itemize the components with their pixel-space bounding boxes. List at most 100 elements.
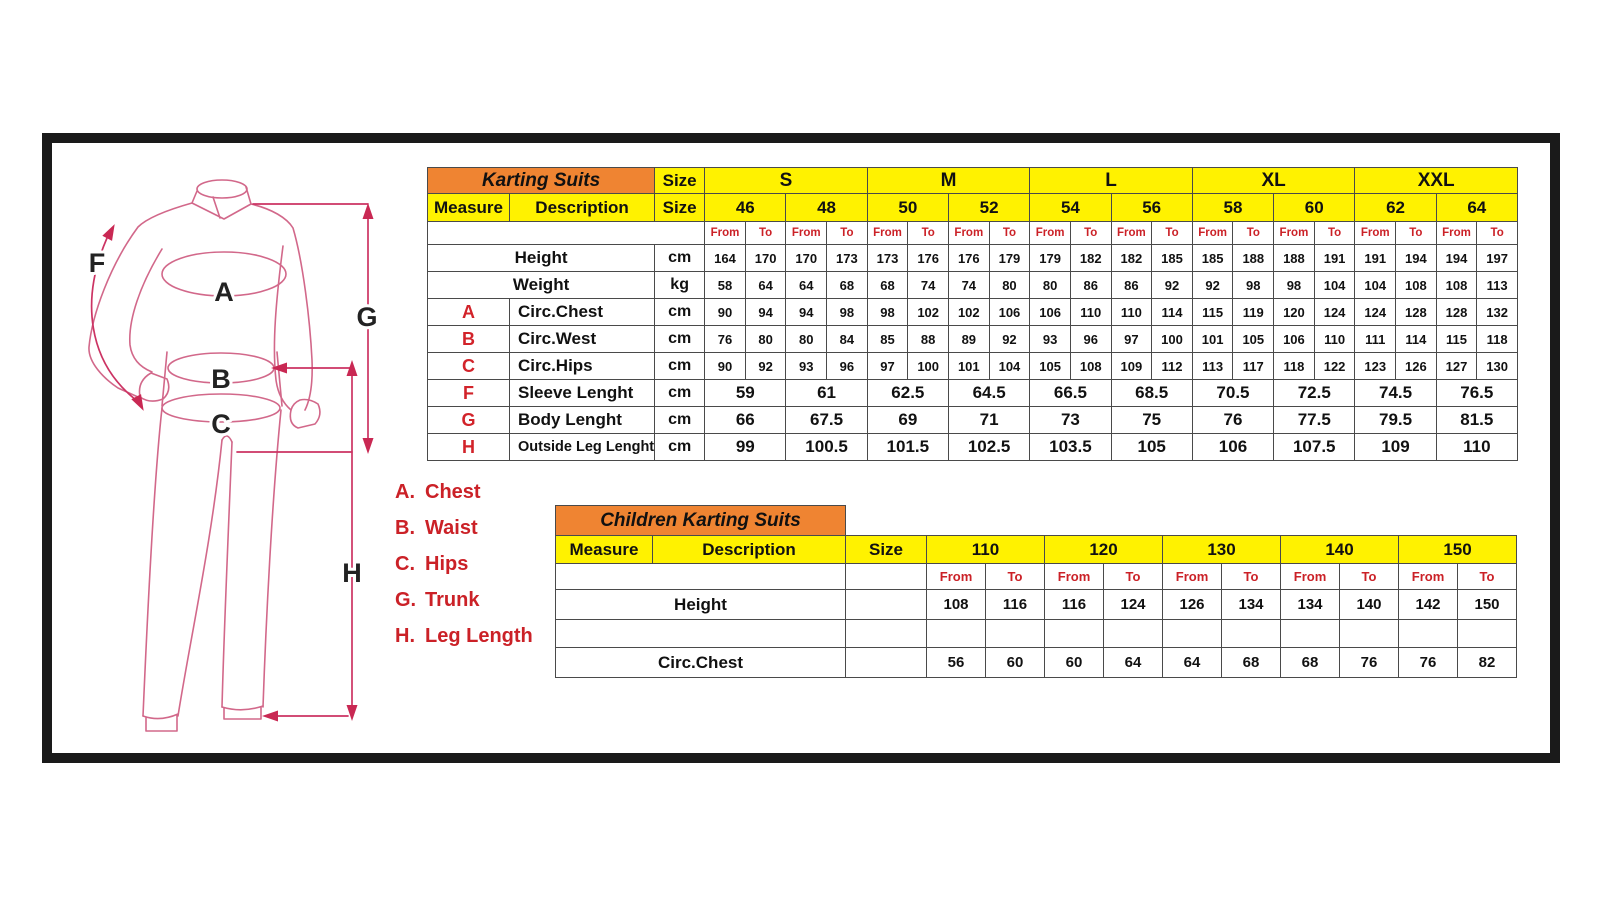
right-arm-outer [250, 203, 313, 411]
table-row: Height cm 164 170 170 173 173 176 176 179 179 182 18… [426, 244, 1518, 272]
value-cell: 62.5 [866, 379, 949, 407]
from-header: From [866, 221, 909, 245]
value-cell: 102 [907, 298, 949, 326]
table-row: G Body Lenght cm 66 67.5 69 71 73 75 76 77.5 79.5 81… [427, 406, 1518, 434]
size-row-label: Size [654, 167, 706, 194]
right-leg-inner [221, 441, 233, 708]
from-header: From [1162, 563, 1222, 590]
value-cell: 61 [785, 379, 868, 407]
table-row: Weight kg 58 64 64 68 68 74 74 80 80 86 86 92 92 98 98 10… [426, 271, 1518, 299]
from-header: From [1354, 221, 1397, 245]
to-header: To [1221, 563, 1281, 590]
value-cell: 123 [1354, 352, 1397, 380]
value-cell: 108 [926, 589, 986, 620]
value-cell: 77.5 [1273, 406, 1356, 434]
table-row: Circ.Chest 56 60 60 64 64 68 68 76 76 82 [555, 647, 1517, 678]
size-number-header: 54 [1029, 193, 1112, 222]
value-cell: 93 [785, 352, 828, 380]
label-sleeve: F [89, 248, 106, 278]
legend-key: C. [395, 553, 415, 575]
legend-key: A. [395, 481, 415, 503]
right-arm-inner [273, 245, 292, 411]
value-cell: 80 [1029, 271, 1071, 299]
value-cell: 79.5 [1354, 406, 1437, 434]
value-cell: 103.5 [1029, 433, 1112, 461]
karting-suit-diagram: A B C F G H [86, 179, 381, 732]
value-cell: 69 [866, 406, 949, 434]
value-cell: 116 [985, 589, 1045, 620]
value-cell: 170 [785, 244, 828, 272]
value-cell: 110 [1435, 433, 1518, 461]
row-label: Circ.Hips [508, 352, 656, 380]
value-cell: 71 [947, 406, 1031, 434]
size-number-header: 46 [704, 193, 787, 222]
from-header: From [1280, 563, 1340, 590]
value-cell: 108 [1069, 352, 1112, 380]
blank-cell [1398, 619, 1458, 648]
value-cell: 113 [1191, 352, 1234, 380]
table-row: H Outside Leg Lenght cm 99 100.5 101.5 102.5 10… [427, 433, 1518, 461]
value-cell: 104 [1354, 271, 1397, 299]
value-cell: 173 [826, 244, 868, 272]
value-cell: 124 [1103, 589, 1163, 620]
value-cell: 124 [1313, 298, 1356, 326]
size-group-header: XL [1191, 167, 1356, 194]
size-number-header: 64 [1435, 193, 1518, 222]
arrowhead-icon [271, 362, 287, 374]
to-header: To [1457, 563, 1517, 590]
value-cell: 73 [1029, 406, 1112, 434]
left-glove [138, 372, 170, 402]
legend-item: C. Hips [395, 553, 533, 589]
table-row: F Sleeve Lenght cm 59 61 62.5 64.5 66.5 68.5 70.5… [427, 379, 1518, 407]
unit-cell: cm [654, 406, 706, 434]
legend-key: H. [395, 625, 415, 647]
legend-item: G. Trunk [395, 589, 533, 625]
legend-key: G. [395, 589, 417, 611]
value-cell: 188 [1232, 244, 1275, 272]
measurement-legend: A. Chest B. Waist C. Hips G. Trunk H. Leg Length [395, 481, 533, 661]
right-leg-outer [262, 409, 282, 708]
value-cell: 88 [907, 325, 949, 353]
measure-header: Measure [427, 193, 510, 222]
from-header: From [1191, 221, 1234, 245]
legend-key: B. [395, 517, 415, 539]
value-cell: 108 [1435, 271, 1478, 299]
row-label: Circ.West [508, 325, 656, 353]
value-cell: 82 [1457, 647, 1517, 678]
value-cell: 194 [1395, 244, 1437, 272]
value-cell: 106 [1029, 298, 1071, 326]
value-cell: 102.5 [947, 433, 1031, 461]
collar [191, 186, 252, 220]
to-header: To [1476, 221, 1518, 245]
to-header: To [1151, 221, 1193, 245]
value-cell: 64 [1103, 647, 1163, 678]
value-cell: 94 [744, 298, 787, 326]
value-cell: 81.5 [1435, 406, 1518, 434]
value-cell: 101 [1191, 325, 1234, 353]
value-cell: 182 [1110, 244, 1153, 272]
measure-header: Measure [555, 535, 653, 564]
left-arm-inner [128, 248, 163, 373]
value-cell: 110 [1069, 298, 1112, 326]
value-cell: 68 [826, 271, 868, 299]
table-row: Height 108 116 116 124 126 134 134 140 142 150 [555, 589, 1517, 620]
size-column-header: Size [654, 193, 706, 222]
label-trunk: G [356, 302, 377, 332]
value-cell: 105 [1110, 433, 1193, 461]
value-cell: 64 [744, 271, 787, 299]
value-cell: 68 [1280, 647, 1340, 678]
legend-item: H. Leg Length [395, 625, 533, 661]
size-group-header: S [704, 167, 868, 194]
value-cell: 106 [1273, 325, 1315, 353]
value-cell: 173 [866, 244, 909, 272]
value-cell: 60 [1044, 647, 1104, 678]
label-leg: H [342, 558, 362, 588]
value-cell: 66 [704, 406, 787, 434]
arrowhead-icon [346, 360, 358, 376]
adult-sizes-table: Karting Suits Size S M L XL XXL Measure Descript… [426, 167, 1518, 461]
unit-cell: cm [654, 433, 706, 461]
children-table-title: Children Karting Suits [555, 505, 846, 536]
size-number-header: 60 [1273, 193, 1356, 222]
row-letter: G [427, 406, 510, 434]
sleeve-arrow-curve [90, 237, 137, 401]
